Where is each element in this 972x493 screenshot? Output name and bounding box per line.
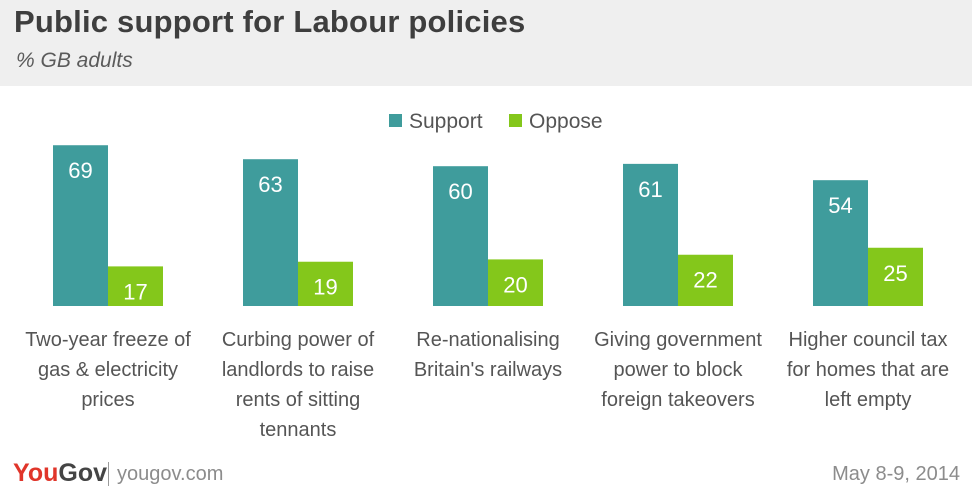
yougov-logo: YouGov: [13, 459, 107, 488]
category-label-3-line-1: Re-nationalising: [416, 329, 559, 351]
data-label-oppose-2: 19: [313, 275, 337, 300]
legend-label-oppose: Oppose: [529, 110, 603, 133]
data-label-support-3: 60: [448, 179, 472, 204]
category-label-2-line-2: landlords to raise: [222, 359, 374, 381]
category-label-1-line-2: gas & electricity: [38, 359, 178, 381]
category-label-2-line-3: rents of sitting: [236, 389, 361, 411]
bar-oppose-1: [108, 266, 163, 306]
legend-swatch-support: [389, 114, 402, 127]
bar-support-4: [623, 163, 678, 306]
data-label-oppose-5: 25: [883, 261, 907, 286]
data-label-support-5: 54: [828, 193, 852, 218]
footer-divider: [108, 462, 109, 486]
data-label-support-1: 69: [68, 158, 92, 183]
category-label-2-line-1: Curbing power of: [222, 329, 375, 351]
bar-oppose-2: [298, 261, 353, 306]
category-label-5-line-2: for homes that are: [787, 359, 949, 381]
bar-oppose-4: [678, 254, 733, 306]
category-label-1-line-1: Two-year freeze of: [25, 329, 191, 351]
bar-support-5: [813, 180, 868, 306]
data-label-support-2: 63: [258, 172, 282, 197]
chart-title: Public support for Labour policies: [14, 4, 526, 39]
bar-oppose-5: [868, 247, 923, 306]
data-label-oppose-3: 20: [503, 272, 527, 297]
category-label-2-line-4: tennants: [260, 419, 337, 441]
data-label-support-4: 61: [638, 177, 662, 202]
data-label-oppose-1: 17: [123, 279, 147, 304]
category-label-4-line-1: Giving government: [594, 329, 762, 351]
category-label-4-line-3: foreign takeovers: [601, 389, 754, 411]
data-label-oppose-4: 22: [693, 268, 717, 293]
bar-support-3: [433, 166, 488, 306]
category-label-5-line-1: Higher council tax: [789, 329, 948, 351]
footer-date: May 8-9, 2014: [832, 463, 960, 485]
category-label-3-line-2: Britain's railways: [414, 359, 562, 381]
chart-header: Public support for Labour policies % GB …: [0, 0, 972, 86]
bar-chart: Support Oppose 69 17 Two-year freeze of gas &…: [25, 110, 949, 441]
bar-support-1: [53, 145, 108, 306]
bar-support-2: [243, 159, 298, 306]
bar-oppose-3: [488, 259, 543, 306]
logo-gov-text: Gov: [58, 459, 107, 487]
category-label-4-line-2: power to block: [614, 359, 744, 381]
category-label-5-line-3: left empty: [825, 389, 912, 411]
legend-label-support: Support: [409, 110, 483, 133]
logo-you-text: You: [13, 459, 59, 487]
category-label-1-line-3: prices: [81, 389, 134, 411]
chart-subtitle: % GB adults: [16, 49, 133, 72]
legend-swatch-oppose: [509, 114, 522, 127]
footer-website[interactable]: yougov.com: [117, 463, 224, 485]
